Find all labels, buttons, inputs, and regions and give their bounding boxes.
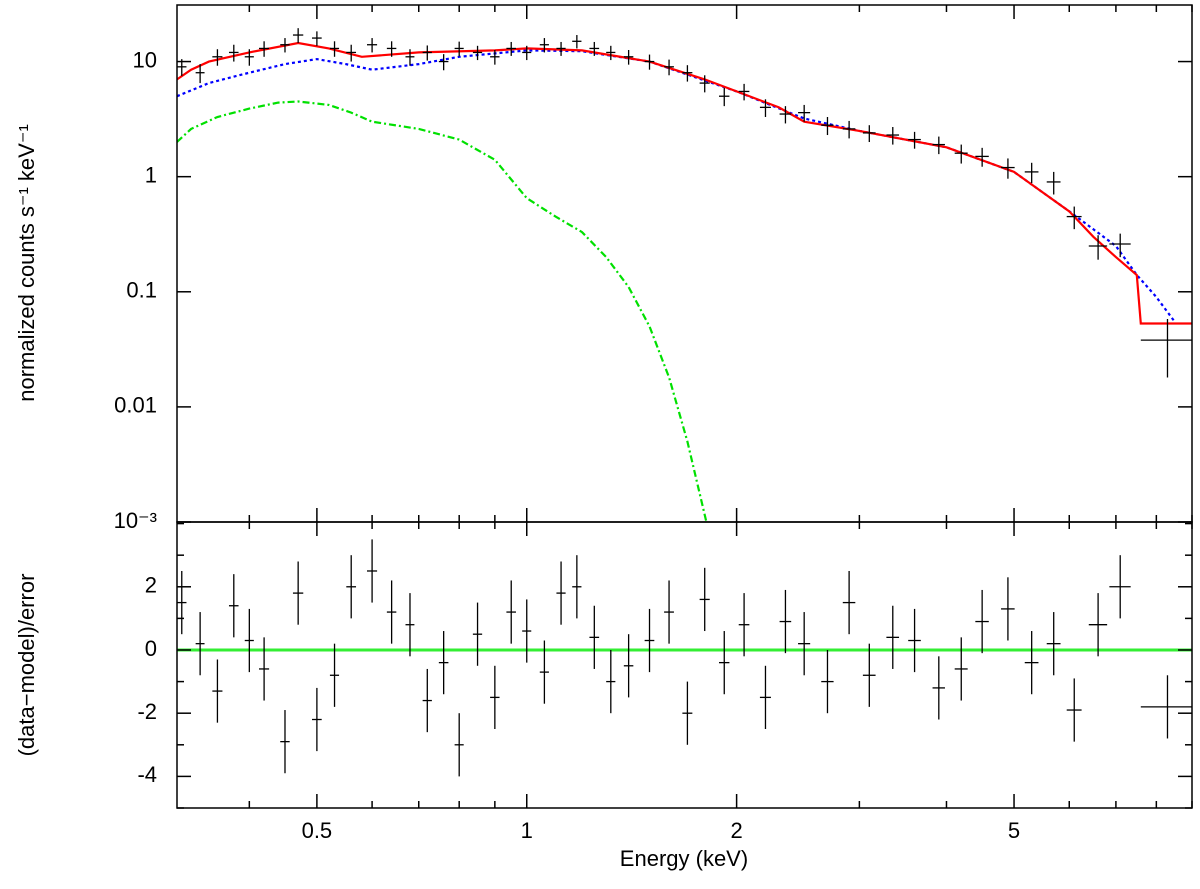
model-line	[177, 49, 1176, 323]
y-tick-label: 10⁻³	[114, 508, 157, 533]
model-line	[177, 41, 1192, 325]
y-axis-label: normalized counts s⁻¹ keV⁻¹	[14, 124, 39, 402]
y-tick-label: -4	[137, 762, 157, 787]
x-tick-label: 5	[1008, 818, 1020, 843]
y-tick-label: 2	[145, 573, 157, 598]
y-tick-label: 0.1	[126, 278, 157, 303]
y-tick-label: 1	[145, 162, 157, 187]
model-line	[177, 100, 708, 522]
panel-frame	[176, 521, 1193, 809]
plot-area	[177, 28, 1192, 522]
y-tick-label: 10	[133, 47, 157, 72]
x-axis-label: Energy (keV)	[620, 846, 748, 871]
y-axis-label: (data−model)/error	[14, 574, 39, 757]
x-tick-label: 1	[521, 818, 533, 843]
y-tick-label: -2	[137, 699, 157, 724]
panel-frame	[176, 4, 1193, 523]
x-tick-label: 0.5	[302, 818, 333, 843]
x-tick-label: 2	[730, 818, 742, 843]
plot-area	[177, 539, 1192, 777]
y-tick-label: 0	[145, 636, 157, 661]
y-tick-label: 0.01	[114, 393, 157, 418]
